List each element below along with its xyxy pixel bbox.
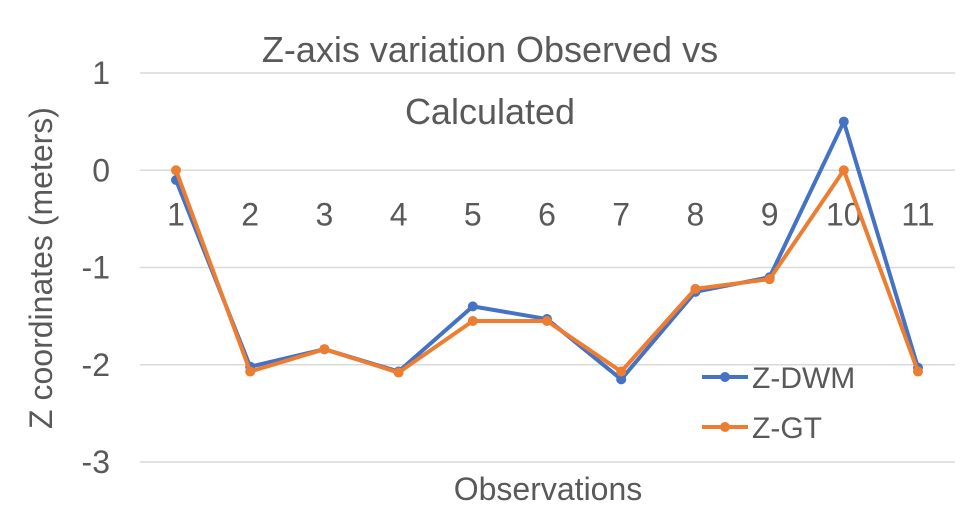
legend-swatch-marker: [720, 372, 730, 382]
x-tick-label: 3: [316, 196, 334, 232]
data-point: [913, 366, 923, 377]
data-point: [838, 165, 849, 176]
y-axis-title: Z coordinates (meters): [23, 107, 59, 429]
y-tick-label: -3: [82, 444, 110, 480]
data-point: [319, 344, 330, 355]
data-point: [171, 165, 181, 176]
y-tick-label: 0: [92, 152, 110, 188]
data-point: [467, 315, 478, 326]
legend-label: Z-GT: [752, 412, 822, 445]
series-z-dwm: [171, 116, 923, 385]
x-tick-label: 4: [390, 196, 408, 232]
x-tick-label: 1: [167, 196, 185, 232]
x-axis-title: Observations: [454, 471, 643, 507]
y-tick-label: 1: [92, 55, 110, 91]
data-point: [393, 367, 404, 378]
x-tick-label: 9: [761, 196, 779, 232]
x-tick-label: 11: [901, 196, 934, 232]
y-tick-label: -2: [82, 347, 110, 383]
data-point: [764, 274, 775, 285]
x-tick-label: 5: [464, 196, 482, 232]
x-tick-label: 2: [241, 196, 259, 232]
series-group: [171, 116, 923, 385]
legend-label: Z-DWM: [752, 362, 855, 395]
legend-swatch-marker: [720, 422, 730, 432]
y-tick-labels: 1 0 -1 -2 -3: [82, 55, 110, 480]
series-z-gt: [171, 165, 923, 378]
x-tick-label: 6: [538, 196, 556, 232]
x-tick-labels: 1 2 3 4 5 6 7 8 9 10 11: [167, 196, 935, 232]
y-tick-label: -1: [82, 250, 110, 286]
chart-title-line-1: Z-axis variation Observed vs: [262, 29, 718, 70]
legend: Z-DWM Z-GT: [702, 362, 855, 445]
data-point: [616, 374, 627, 385]
chart-title-line-2: Calculated: [405, 91, 575, 132]
legend-item: Z-DWM: [702, 362, 855, 395]
data-point: [467, 301, 478, 312]
data-point: [616, 366, 627, 377]
data-point: [838, 116, 849, 127]
data-point: [690, 283, 701, 294]
data-point: [245, 366, 256, 377]
x-tick-label: 7: [612, 196, 630, 232]
legend-item: Z-GT: [702, 412, 822, 445]
x-tick-label: 8: [687, 196, 705, 232]
series-line: [174, 119, 920, 382]
data-point: [542, 315, 552, 326]
